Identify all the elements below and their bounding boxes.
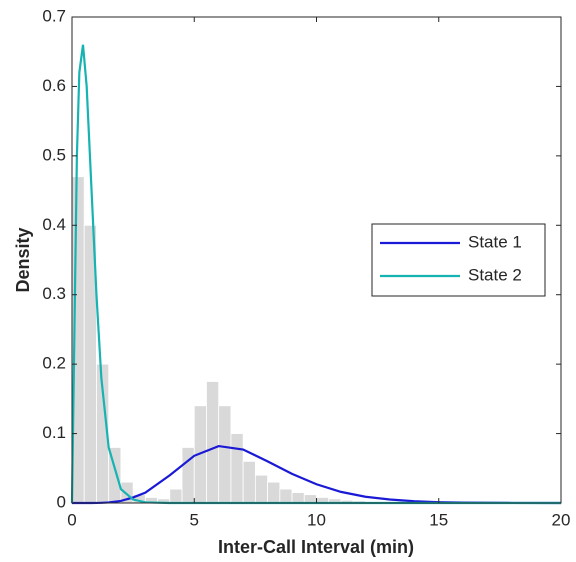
- histogram-bar: [267, 481, 281, 504]
- histogram-bar: [230, 433, 244, 504]
- x-tick-label: 10: [307, 510, 326, 529]
- histogram-bar: [206, 381, 220, 504]
- histogram-bar: [254, 474, 269, 504]
- x-tick-label: 0: [67, 510, 76, 529]
- x-axis-label: Inter-Call Interval (min): [218, 537, 414, 557]
- histogram-bar: [169, 488, 183, 504]
- histogram-bar: [181, 447, 195, 504]
- histogram-bar: [242, 460, 256, 504]
- histogram-bar: [303, 494, 317, 504]
- histogram-bar: [218, 405, 232, 504]
- x-tick-label: 20: [552, 510, 571, 529]
- y-axis-label: Density: [13, 227, 33, 292]
- x-tick-label: 5: [190, 510, 199, 529]
- y-tick-label: 0.6: [42, 76, 66, 95]
- y-tick-label: 0.1: [42, 423, 66, 442]
- histogram-bar: [291, 492, 305, 504]
- y-tick-label: 0.3: [42, 284, 66, 303]
- y-tick-label: 0.4: [42, 215, 66, 234]
- legend-label: State 1: [468, 232, 522, 251]
- x-tick-label: 15: [429, 510, 448, 529]
- y-tick-label: 0.7: [42, 6, 66, 25]
- legend-label: State 2: [468, 265, 522, 284]
- y-tick-label: 0.2: [42, 354, 66, 373]
- y-tick-label: 0.5: [42, 145, 66, 164]
- histogram-bar: [279, 488, 293, 504]
- legend-box: [371, 223, 546, 297]
- y-tick-label: 0: [57, 492, 66, 511]
